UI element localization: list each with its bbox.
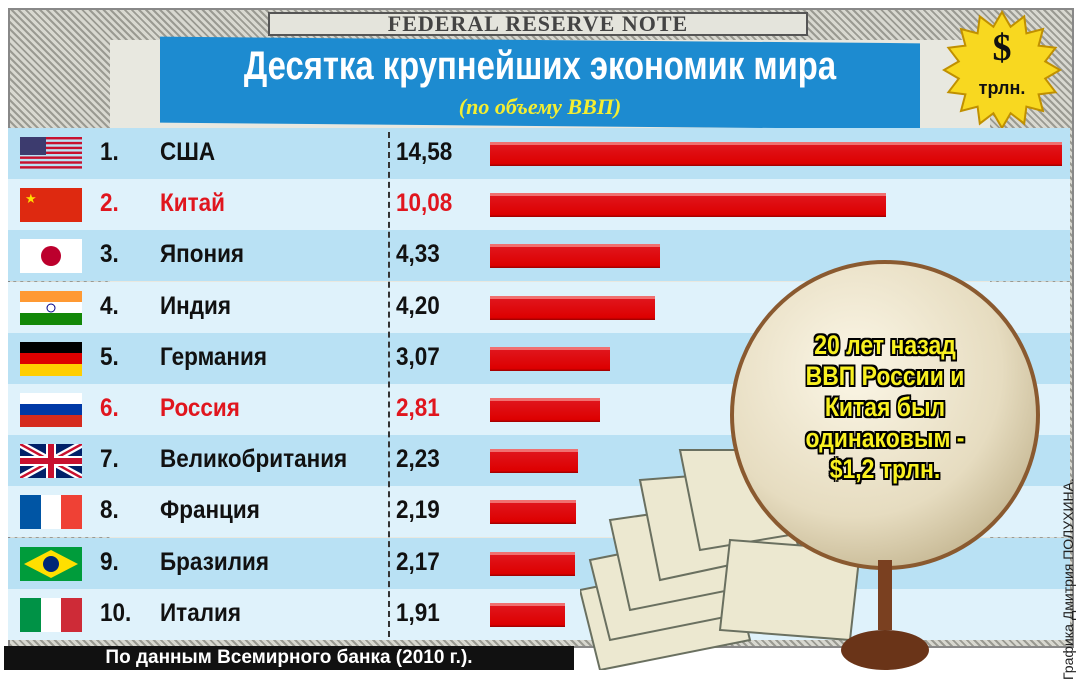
chart-row: 1. США 14,58 xyxy=(8,128,1070,179)
italy-flag-icon xyxy=(20,597,82,632)
russia-flag-icon xyxy=(20,393,82,427)
rank-label: 3. xyxy=(100,240,119,269)
bar xyxy=(490,602,565,627)
globe-annotation: 20 лет назад ВВП России и Китая был один… xyxy=(805,330,965,484)
unit-label: трлн. xyxy=(978,78,1026,98)
value-label: 4,20 xyxy=(396,291,440,320)
uk-flag-icon xyxy=(20,444,82,479)
rank-label: 7. xyxy=(100,445,119,474)
unit-symbol: $ xyxy=(992,27,1012,69)
brazil-flag-icon xyxy=(20,546,82,581)
globe-stand xyxy=(841,560,929,670)
unit-star-badge xyxy=(942,10,1062,130)
value-label: 1,91 xyxy=(396,598,440,627)
country-label: Великобритания xyxy=(160,445,348,474)
value-label: 10,08 xyxy=(396,189,453,218)
chart-row: 10. Италия 1,91 xyxy=(8,588,1070,640)
rank-label: 6. xyxy=(100,394,119,422)
country-label: Россия xyxy=(160,394,240,422)
bar xyxy=(490,398,601,422)
rank-label: 2. xyxy=(100,189,119,218)
bar xyxy=(490,295,655,320)
japan-flag-icon xyxy=(20,239,82,274)
value-label: 4,33 xyxy=(396,240,440,269)
china-flag-icon: ★ xyxy=(20,188,82,223)
svg-text:★: ★ xyxy=(25,191,37,206)
chart-subtitle: (по объему ВВП) xyxy=(458,94,622,119)
country-label: Италия xyxy=(160,598,241,627)
france-flag-icon xyxy=(20,495,82,530)
value-label: 2,19 xyxy=(396,496,440,525)
country-label: Бразилия xyxy=(160,547,269,576)
rank-label: 5. xyxy=(100,342,119,371)
bar xyxy=(490,500,576,525)
banknote-banner: FEDERAL RESERVE NOTE xyxy=(268,12,808,36)
chart-title: Десятка крупнейших экономик мира xyxy=(243,44,837,88)
source-note: По данным Всемирного банка (2010 г.). xyxy=(4,646,574,670)
value-label: 14,58 xyxy=(396,138,453,166)
value-label: 2,17 xyxy=(396,547,440,576)
country-label: Франция xyxy=(160,496,260,525)
bar xyxy=(490,551,576,576)
rank-label: 4. xyxy=(100,291,119,320)
value-label: 3,07 xyxy=(396,342,440,371)
country-label: США xyxy=(160,138,216,166)
us-flag-icon xyxy=(20,137,82,171)
bar xyxy=(490,193,886,218)
rank-label: 8. xyxy=(100,496,119,525)
country-label: Индия xyxy=(160,291,232,320)
india-flag-icon xyxy=(20,290,82,325)
country-label: Германия xyxy=(160,342,267,371)
rank-label: 10. xyxy=(100,598,132,627)
bar xyxy=(490,449,578,474)
chart-row: ★ 2. Китай 10,08 xyxy=(8,179,1070,231)
country-label: Китай xyxy=(160,189,225,218)
rank-label: 9. xyxy=(100,547,119,576)
rank-label: 1. xyxy=(100,138,119,166)
value-label: 2,23 xyxy=(396,445,440,474)
value-label: 2,81 xyxy=(396,394,440,422)
bar xyxy=(490,346,611,371)
author-credit: Графика Дмитрия ПОЛУХИНА. xyxy=(1060,478,1076,680)
bar xyxy=(490,244,660,269)
country-label: Япония xyxy=(160,240,245,269)
column-divider xyxy=(388,132,390,637)
germany-flag-icon xyxy=(20,341,82,376)
globe-image xyxy=(730,260,1040,570)
bar xyxy=(490,142,1062,166)
